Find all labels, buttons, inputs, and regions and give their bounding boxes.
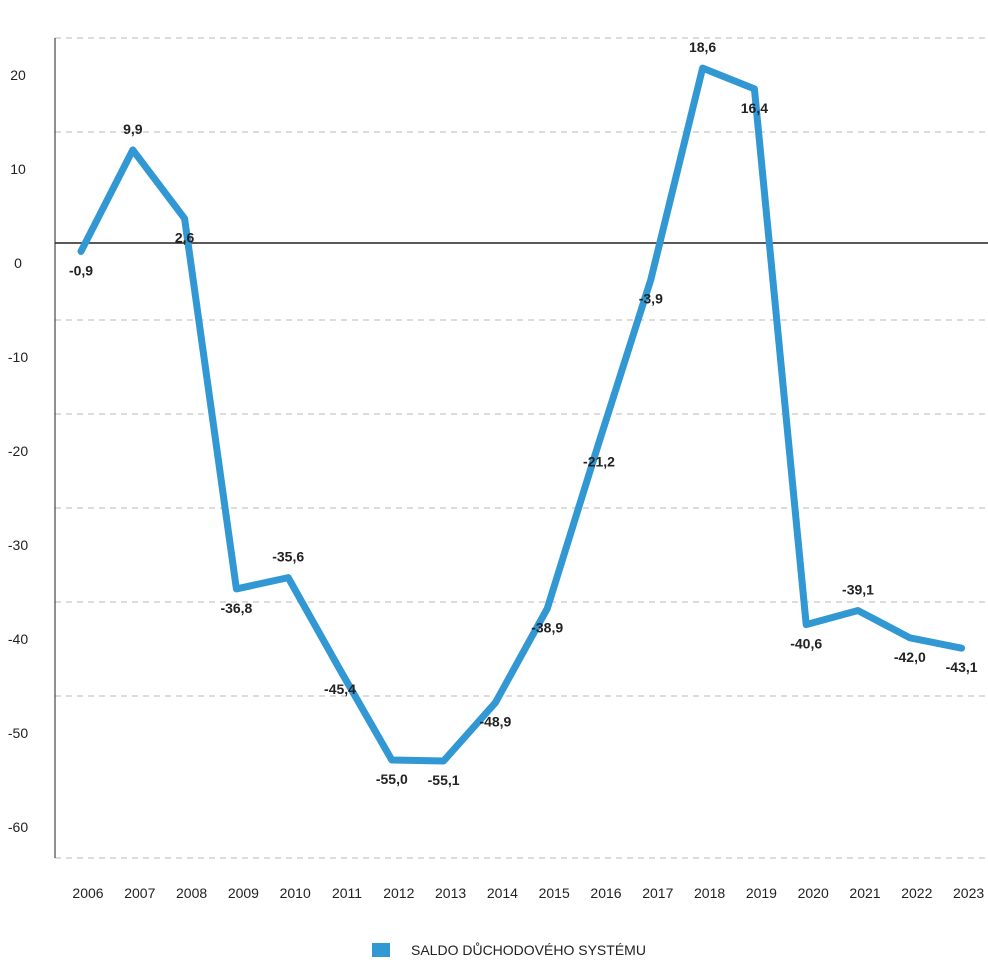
data-label: -43,1	[946, 659, 978, 675]
data-label: -36,8	[220, 600, 252, 616]
x-tick-label: 2020	[798, 885, 829, 901]
data-label: -3,9	[639, 291, 663, 307]
grid-lines	[55, 37, 988, 859]
y-axis-ticks: 20 10 0 -10 -20 -30 -40 -50 -60	[8, 67, 28, 835]
x-tick-label: 2022	[901, 885, 932, 901]
data-label: -55,1	[428, 772, 460, 788]
x-tick-label: 2019	[746, 885, 777, 901]
data-label: -55,0	[376, 771, 408, 787]
data-label: -48,9	[479, 714, 511, 730]
y-tick-label: -60	[8, 819, 28, 835]
y-tick-label: -40	[8, 631, 28, 647]
data-labels: -0,9 9,9 2,6 -36,8 -35,6 -45,4 -55,0 -55,1 -48,9…	[69, 39, 978, 788]
x-tick-label: 2015	[539, 885, 570, 901]
y-tick-label: 0	[14, 255, 22, 271]
data-label: -39,1	[842, 582, 874, 598]
x-tick-label: 2017	[642, 885, 673, 901]
x-tick-label: 2009	[228, 885, 259, 901]
x-tick-label: 2012	[383, 885, 414, 901]
x-tick-label: 2023	[953, 885, 984, 901]
x-tick-label: 2018	[694, 885, 725, 901]
data-label: -35,6	[272, 549, 304, 565]
legend-label: SALDO DŮCHODOVÉHO SYSTÉMU	[411, 942, 646, 958]
data-label: 16,4	[741, 100, 768, 116]
legend-swatch	[372, 943, 390, 957]
data-label: -38,9	[531, 620, 563, 636]
data-label: 9,9	[123, 121, 143, 137]
series-line-saldo	[77, 64, 966, 765]
data-label: -45,4	[324, 681, 356, 697]
y-tick-label: 20	[10, 67, 26, 83]
x-tick-label: 2014	[487, 885, 518, 901]
data-label: 18,6	[689, 39, 716, 55]
x-tick-label: 2021	[849, 885, 880, 901]
x-axis-ticks: 2006 2007 2008 2009 2010 2011 2012 2013 2014 2015…	[72, 885, 984, 901]
x-tick-label: 2016	[590, 885, 621, 901]
y-tick-label: -10	[8, 349, 28, 365]
data-label: 2,6	[175, 230, 195, 246]
data-label: -0,9	[69, 262, 93, 278]
y-tick-label: -30	[8, 537, 28, 553]
x-tick-label: 2007	[124, 885, 155, 901]
x-tick-label: 2006	[72, 885, 103, 901]
x-tick-label: 2010	[280, 885, 311, 901]
data-label: -42,0	[894, 649, 926, 665]
y-tick-label: 10	[10, 161, 26, 177]
data-label: -40,6	[790, 636, 822, 652]
x-tick-label: 2013	[435, 885, 466, 901]
y-tick-label: -50	[8, 725, 28, 741]
x-tick-label: 2011	[332, 885, 362, 901]
y-tick-label: -20	[8, 443, 28, 459]
x-tick-label: 2008	[176, 885, 207, 901]
data-label: -21,2	[583, 453, 615, 469]
legend: SALDO DŮCHODOVÉHO SYSTÉMU	[372, 942, 646, 958]
